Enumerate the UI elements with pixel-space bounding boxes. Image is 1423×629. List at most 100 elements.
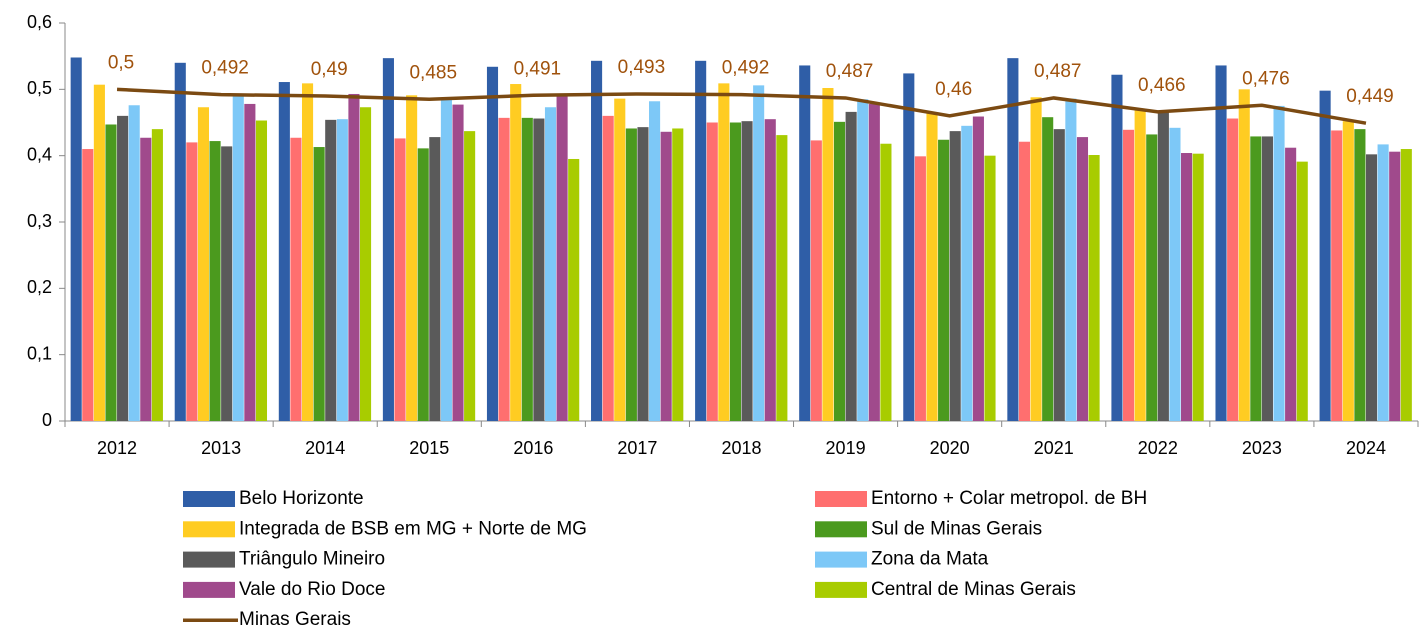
bar — [232, 95, 244, 421]
y-tick-label: 0 — [42, 410, 52, 430]
data-label: 0,485 — [409, 62, 457, 83]
bar — [533, 118, 545, 422]
bar — [868, 103, 880, 421]
bar — [810, 140, 822, 421]
bar — [209, 141, 221, 421]
bar — [221, 146, 233, 421]
bar — [186, 142, 198, 421]
line — [116, 87, 1367, 125]
bar — [1134, 109, 1146, 421]
bar — [949, 131, 961, 421]
bar — [914, 156, 926, 421]
y-tick-label: 0,4 — [27, 144, 52, 164]
bar — [972, 116, 984, 421]
bar — [845, 111, 857, 422]
bar — [1273, 105, 1285, 422]
y-tick-label: 0,1 — [27, 343, 52, 363]
legend-label: Central de Minas Gerais — [871, 579, 1076, 600]
bar — [1123, 129, 1135, 421]
data-label: 0,5 — [108, 52, 134, 73]
x-tick-label: 2020 — [930, 438, 970, 458]
bar — [255, 120, 268, 421]
bar — [290, 137, 302, 422]
y-tick-label: 0,3 — [27, 211, 52, 231]
bar — [1319, 90, 1331, 421]
legend-swatch — [815, 551, 867, 568]
bar — [1227, 118, 1239, 422]
bar — [903, 73, 915, 421]
legend-label: Vale do Rio Doce — [239, 579, 385, 600]
bar — [695, 60, 707, 422]
bar — [880, 143, 892, 421]
bar — [197, 107, 210, 421]
legend-label: Zona da Mata — [871, 549, 989, 570]
legend-label: Minas Gerais — [239, 609, 351, 629]
bar — [1192, 153, 1204, 421]
bar — [1181, 153, 1193, 421]
bar — [1389, 151, 1401, 422]
x-tick-label: 2016 — [513, 438, 553, 458]
bar — [938, 139, 950, 421]
bar — [833, 121, 846, 421]
bar — [1157, 111, 1169, 422]
x-tick-label: 2021 — [1034, 438, 1074, 458]
bar — [301, 83, 314, 421]
bar — [452, 104, 464, 421]
bar — [151, 129, 163, 421]
bar — [1377, 144, 1389, 421]
bar — [93, 84, 105, 421]
bar — [464, 131, 476, 421]
bar — [510, 84, 522, 421]
bar — [325, 119, 337, 421]
bar — [1400, 149, 1412, 422]
bar — [637, 127, 649, 421]
bar — [1018, 141, 1031, 421]
legend-label: Entorno + Colar metropol. de BH — [871, 488, 1147, 509]
bar — [857, 99, 869, 422]
bar — [1285, 147, 1297, 421]
bar — [1065, 98, 1077, 422]
data-label: 0,449 — [1346, 86, 1394, 107]
bar — [82, 149, 94, 422]
data-label: 0,492 — [201, 58, 249, 79]
data-label: 0,466 — [1138, 75, 1186, 96]
bar — [799, 65, 811, 421]
y-tick-label: 0,2 — [27, 277, 52, 297]
y-tick-label: 0,6 — [27, 12, 52, 32]
bar — [1365, 154, 1378, 421]
data-label: 0,492 — [722, 58, 770, 79]
data-label: 0,487 — [1034, 61, 1082, 82]
legend-swatch — [183, 491, 235, 507]
bar — [440, 99, 452, 422]
bar — [498, 117, 510, 422]
bar — [1030, 97, 1042, 421]
x-tick-label: 2017 — [617, 438, 657, 458]
legend-swatch — [183, 551, 235, 568]
bar — [417, 148, 429, 421]
bar — [1146, 134, 1158, 421]
bar — [429, 137, 441, 422]
bar — [984, 155, 996, 421]
bar — [718, 83, 730, 421]
x-tick-label: 2013 — [201, 438, 241, 458]
x-tick-label: 2023 — [1242, 438, 1282, 458]
bar — [70, 57, 82, 421]
legend-label: Triângulo Mineiro — [239, 549, 385, 570]
bar — [729, 122, 741, 421]
bar — [336, 119, 348, 421]
legend-swatch — [183, 521, 235, 538]
bar — [1331, 130, 1343, 421]
bar — [614, 98, 626, 422]
bar — [348, 93, 360, 421]
bar — [776, 135, 788, 421]
bar — [1088, 155, 1100, 421]
legend-label: Belo Horizonte — [239, 488, 364, 509]
bar — [591, 60, 603, 422]
bar — [1261, 136, 1273, 421]
bar — [1053, 129, 1065, 421]
bar — [1354, 129, 1366, 421]
bar — [382, 58, 394, 421]
bar — [1342, 121, 1354, 421]
